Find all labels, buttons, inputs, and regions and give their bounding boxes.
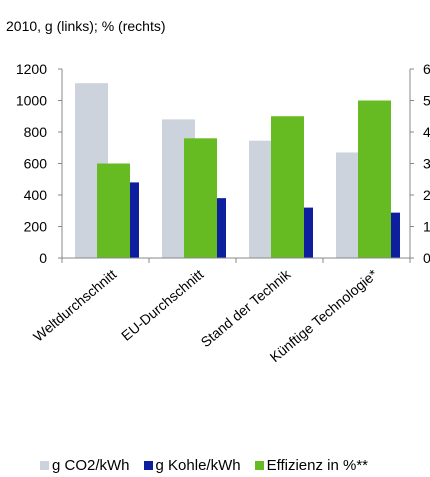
- legend-swatch-kohle: [143, 461, 153, 470]
- bar-effizienz: [184, 138, 217, 258]
- y-left-tick-label: 600: [24, 156, 48, 172]
- x-tick-label: Stand der Technik: [197, 265, 294, 350]
- y-right-tick-label: 1: [423, 219, 430, 235]
- y-right-tick-label: 4: [423, 124, 430, 140]
- bar-effizienz: [97, 163, 130, 258]
- y-right-tick-label: 6: [423, 61, 430, 77]
- y-left-tick-label: 0: [39, 250, 47, 266]
- y-right-tick-label: 3: [423, 156, 430, 172]
- y-left-tick-label: 400: [24, 187, 48, 203]
- bar-chart: 0 200 400 600 800 1000 1200 0 1 2 3 4 5 6 Weltdurchsch…: [16, 61, 430, 365]
- legend-item-co2: g CO2/kWh: [40, 457, 130, 474]
- legend-swatch-effizienz: [254, 461, 264, 470]
- chart-legend: g CO2/kWh g Kohle/kWh Effizienz in %**: [40, 457, 368, 474]
- legend-swatch-co2: [40, 461, 49, 470]
- legend-label-effizienz: Effizienz in %**: [266, 457, 369, 474]
- legend-item-kohle: g Kohle/kWh: [143, 457, 241, 474]
- y-left-tick-label: 1000: [16, 93, 47, 109]
- legend-label-co2: g CO2/kWh: [52, 457, 130, 474]
- bar-effizienz: [358, 100, 391, 258]
- y-left-tick-label: 1200: [16, 61, 47, 77]
- bar-effizienz: [271, 116, 304, 258]
- x-tick-label: Weltdurchschnitt: [30, 266, 119, 345]
- chart-subtitle: 2010, g (links); % (rechts): [6, 18, 166, 34]
- y-right-tick-label: 0: [423, 250, 430, 266]
- legend-item-effizienz: Effizienz in %**: [254, 457, 369, 474]
- x-tick-label: EU-Durchschnitt: [118, 266, 206, 344]
- legend-label-kohle: g Kohle/kWh: [155, 457, 241, 474]
- y-left-tick-label: 200: [24, 219, 48, 235]
- y-left-tick-label: 800: [24, 124, 48, 140]
- y-right-tick-label: 5: [423, 93, 430, 109]
- y-right-tick-label: 2: [423, 187, 430, 203]
